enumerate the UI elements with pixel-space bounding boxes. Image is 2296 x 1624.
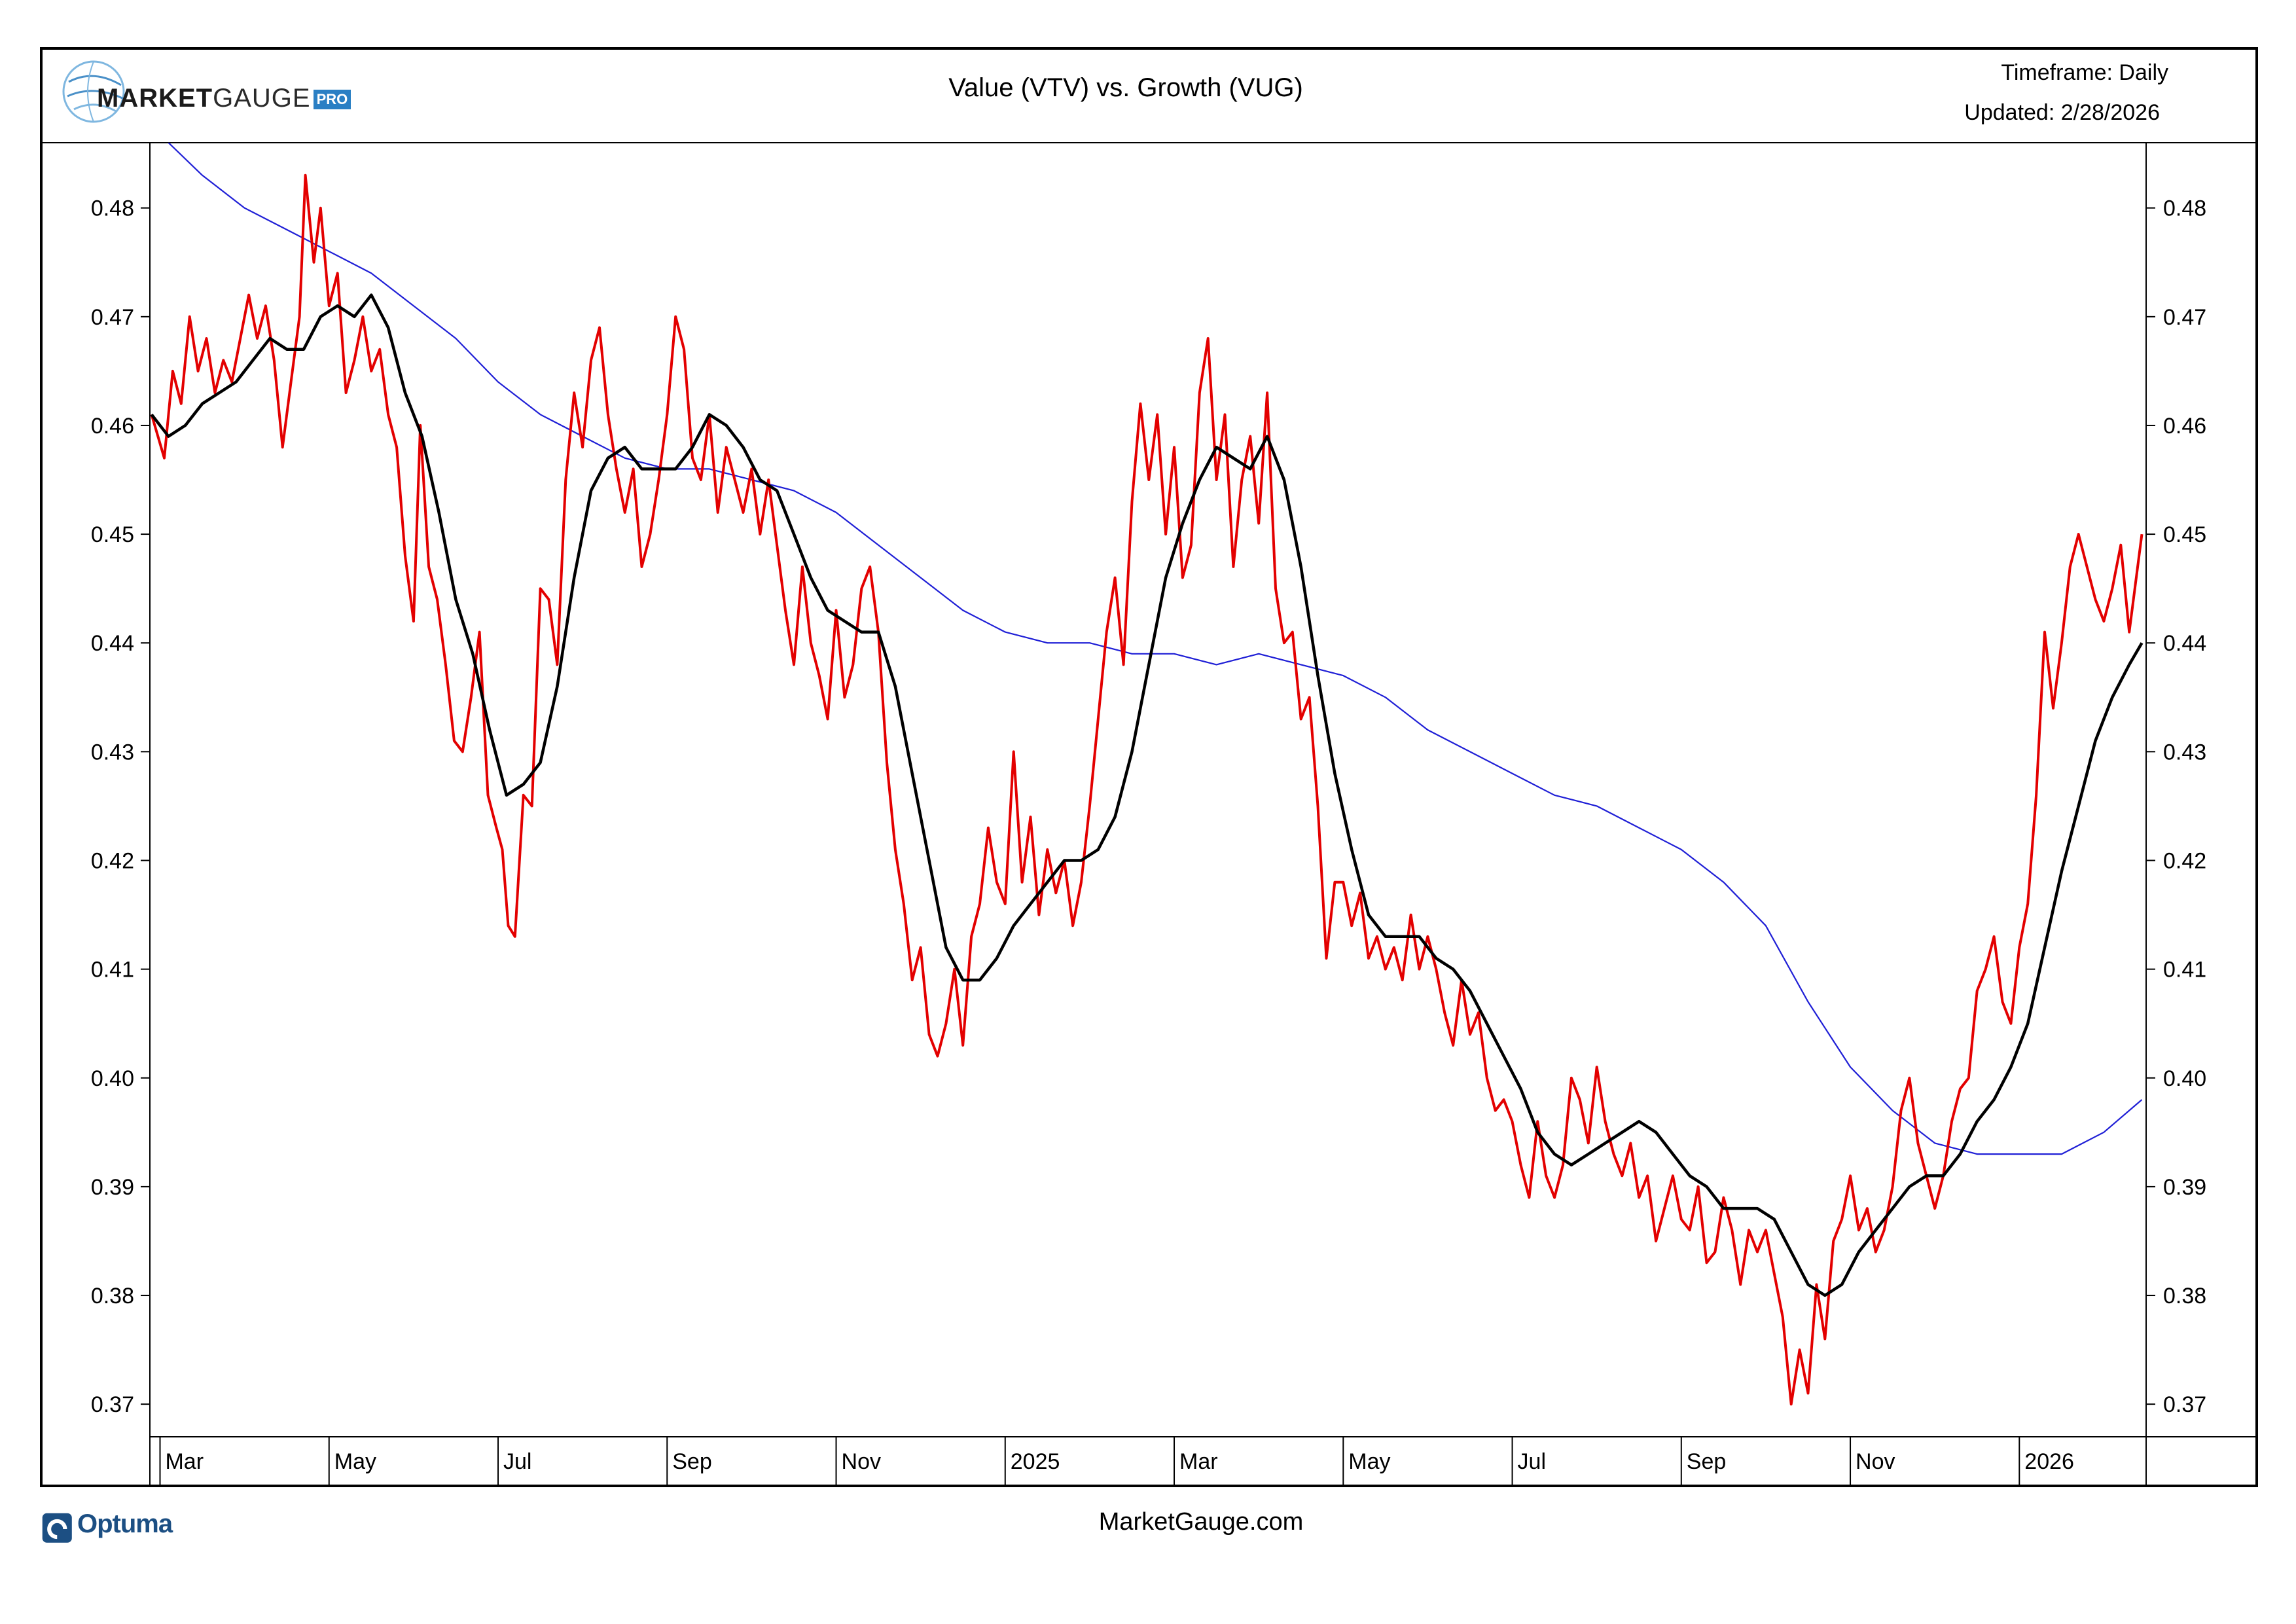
y-tick-label-left: 0.37 [91, 1392, 134, 1417]
series-line-long-ma [168, 143, 2143, 1155]
y-tick-label-right: 0.44 [2163, 631, 2206, 656]
y-tick-label-left: 0.39 [91, 1175, 134, 1200]
y-tick-label-right: 0.43 [2163, 740, 2206, 765]
logo-pro-badge: PRO [313, 90, 351, 109]
x-tick-label: Nov [842, 1449, 881, 1474]
marketgauge-logo[interactable]: MARKETGAUGE PRO [97, 84, 351, 113]
footer-site-link[interactable]: MarketGauge.com [1098, 1508, 1304, 1536]
y-tick-label-left: 0.40 [91, 1066, 134, 1091]
logo-market: MARKET [97, 84, 213, 113]
y-tick-label-right: 0.37 [2163, 1392, 2206, 1417]
y-tick-label-left: 0.46 [91, 414, 134, 439]
y-tick-label-left: 0.48 [91, 196, 134, 221]
chart-frame [40, 47, 2258, 1487]
y-tick-label-left: 0.44 [91, 631, 134, 656]
x-tick-label: 2026 [2024, 1449, 2074, 1474]
marketgauge-logo-globe-icon [62, 60, 125, 123]
y-tick-label-left: 0.38 [91, 1284, 134, 1308]
x-tick-label: Jul [503, 1449, 531, 1474]
y-tick-label-right: 0.46 [2163, 414, 2206, 439]
x-tick-label: May [1348, 1449, 1390, 1474]
y-tick-label-left: 0.47 [91, 305, 134, 330]
x-tick-label: Nov [1856, 1449, 1895, 1474]
x-tick-label: May [334, 1449, 376, 1474]
updated-label: Updated: 2/28/2026 [1964, 100, 2160, 125]
y-tick-label-right: 0.38 [2163, 1284, 2206, 1308]
x-tick-label: Sep [1687, 1449, 1727, 1474]
y-tick-label-right: 0.40 [2163, 1066, 2206, 1091]
y-tick-label-left: 0.45 [91, 522, 134, 547]
y-tick-label-left: 0.43 [91, 740, 134, 765]
timeframe-label: Timeframe: Daily [2001, 60, 2168, 85]
x-tick-label: Mar [165, 1449, 204, 1474]
y-tick-label-left: 0.41 [91, 958, 134, 983]
y-tick-label-right: 0.48 [2163, 196, 2206, 221]
chart-title: Value (VTV) vs. Growth (VUG) [948, 73, 1303, 102]
y-tick-label-left: 0.42 [91, 848, 134, 873]
x-tick-label: Mar [1179, 1449, 1218, 1474]
logo-gauge: GAUGE [213, 84, 311, 113]
y-tick-label-right: 0.42 [2163, 848, 2206, 873]
x-tick-label: 2025 [1011, 1449, 1060, 1474]
x-tick-label: Sep [672, 1449, 712, 1474]
optuma-logo-icon [42, 1513, 72, 1543]
y-tick-label-right: 0.41 [2163, 958, 2206, 983]
series-line-short-ma [150, 293, 2144, 1297]
y-tick-label-right: 0.47 [2163, 305, 2206, 330]
x-tick-label: Jul [1518, 1449, 1546, 1474]
series-line-ratio [150, 173, 2144, 1406]
optuma-brand[interactable]: Optuma [77, 1509, 173, 1538]
y-tick-label-right: 0.39 [2163, 1175, 2206, 1200]
y-tick-label-right: 0.45 [2163, 522, 2206, 547]
